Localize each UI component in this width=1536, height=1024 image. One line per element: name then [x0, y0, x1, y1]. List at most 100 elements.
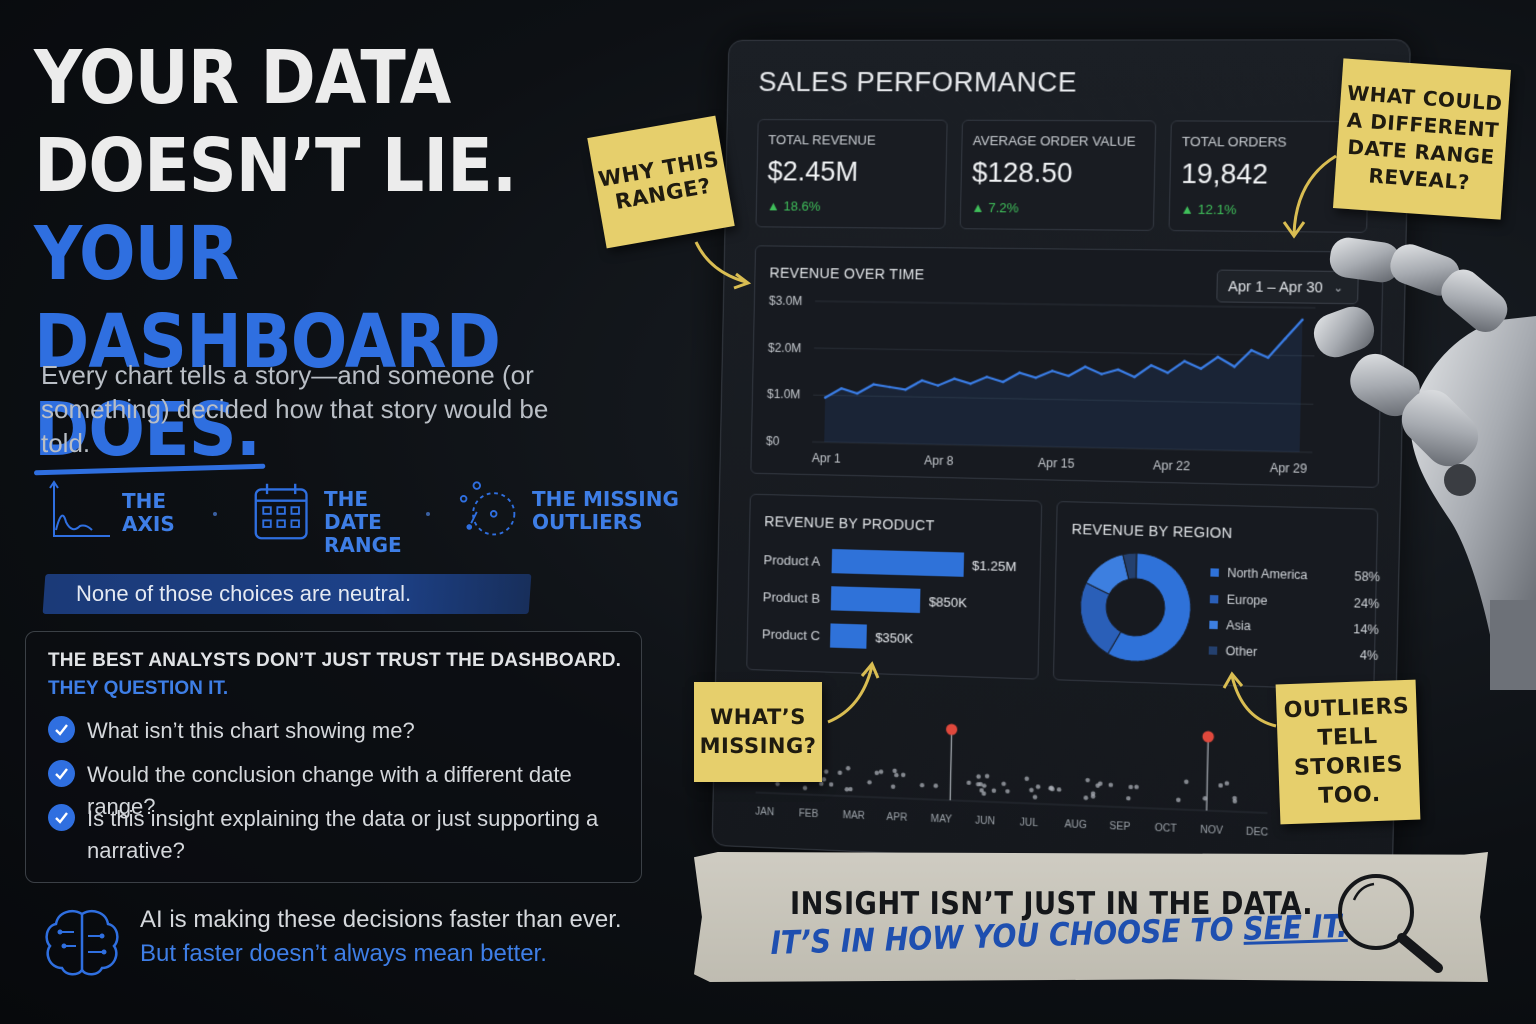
separator-dot	[426, 512, 430, 516]
magnifier-icon	[1330, 870, 1450, 974]
month-label: MAR	[842, 810, 865, 822]
strip-point	[846, 766, 851, 771]
product-label: Product A	[763, 552, 832, 569]
product-label: Product C	[762, 626, 831, 643]
legend-swatch	[1210, 595, 1219, 603]
strip-point	[775, 782, 780, 787]
concept-outliers-label-b: OUTLIERS	[532, 511, 679, 534]
strip-point	[992, 788, 997, 793]
question-item: What isn’t this chart showing me?	[48, 715, 618, 747]
legend-label: Asia	[1226, 618, 1251, 633]
strip-point	[1126, 796, 1131, 801]
concept-date-range-label-c: RANGE	[324, 534, 402, 557]
robot-hand-illustration	[1300, 220, 1536, 690]
strip-point	[920, 783, 925, 788]
outlier-point	[1202, 731, 1214, 743]
revenue-over-time-panel: REVENUE OVER TIME Apr 1 – Apr 30 ⌄ $3.0M…	[750, 245, 1384, 488]
arrow-icon	[1222, 668, 1282, 732]
neutral-statement: None of those choices are neutral.	[76, 581, 411, 607]
kpi-change: ▲ 7.2%	[971, 200, 1019, 216]
product-label: Product B	[763, 589, 832, 606]
headline-line-1: YOUR DATA	[34, 34, 646, 122]
gridline	[815, 301, 1315, 308]
question-text: Is this insight explaining the data or j…	[87, 803, 618, 867]
concept-axis-label: THE AXIS	[122, 490, 175, 536]
month-label: APR	[886, 812, 907, 824]
strip-point	[824, 769, 829, 774]
revenue-by-product-panel: REVENUE BY PRODUCT Product A $1.25M Prod…	[746, 494, 1042, 680]
strip-point	[829, 782, 834, 787]
concept-axis-label-a: THE	[122, 490, 175, 513]
concept-date-range-label-a: THE	[324, 488, 402, 511]
strip-point	[1134, 785, 1139, 790]
outlier-circle-icon	[456, 480, 522, 542]
strip-point	[1001, 781, 1006, 786]
question-box-subtitle: THEY QUESTION IT.	[48, 678, 228, 700]
strip-point	[1036, 784, 1041, 789]
check-icon	[48, 760, 75, 787]
sticky-note-why-range: WHY THIS RANGE?	[587, 116, 734, 249]
region-donut-chart	[1077, 549, 1194, 665]
product-bar-row: Product C $350K	[762, 621, 914, 650]
legend-swatch	[1210, 568, 1219, 576]
strip-point	[901, 773, 906, 778]
product-value: $850K	[929, 594, 968, 610]
kpi-label: TOTAL ORDERS	[1182, 134, 1287, 150]
month-label: DEC	[1246, 827, 1269, 839]
kpi-value: $2.45M	[767, 156, 858, 188]
panel-title: REVENUE BY PRODUCT	[764, 513, 935, 533]
arrow-icon	[690, 236, 760, 296]
product-bar-row: Product B $850K	[762, 584, 967, 614]
legend-swatch	[1209, 646, 1218, 654]
panel-title: REVENUE BY REGION	[1071, 521, 1232, 541]
kpi-value: 19,842	[1181, 158, 1269, 190]
strip-point	[1176, 798, 1181, 803]
x-tick-label: Apr 15	[1038, 456, 1075, 471]
strip-point	[1108, 783, 1113, 788]
kpi-average-order-value: AVERAGE ORDER VALUE $128.50 ▲ 7.2%	[960, 120, 1157, 231]
y-tick-label: $3.0M	[769, 294, 803, 309]
month-label: NOV	[1200, 825, 1223, 837]
strip-point	[1029, 788, 1034, 793]
month-label: SEP	[1109, 821, 1130, 833]
strip-point	[1218, 783, 1223, 788]
strip-point	[1005, 789, 1010, 794]
strip-point	[1184, 779, 1189, 784]
sticky-note-different-range: WHAT COULD A DIFFERENT DATE RANGE REVEAL…	[1333, 58, 1511, 219]
outlier-point	[946, 724, 957, 736]
question-item: Is this insight explaining the data or j…	[48, 803, 618, 867]
ai-note-line-2: But faster doesn’t always mean better.	[140, 940, 547, 968]
strip-point	[894, 773, 899, 778]
concept-axis-label-b: AXIS	[122, 513, 175, 536]
strip-point	[1024, 776, 1029, 781]
product-bar	[832, 549, 965, 577]
strip-point	[845, 787, 850, 792]
strip-point	[891, 784, 896, 789]
strip-baseline	[756, 793, 1268, 814]
strip-point	[933, 784, 938, 789]
dashboard-title: SALES PERFORMANCE	[758, 67, 1077, 99]
month-label: AUG	[1064, 819, 1087, 831]
concept-outliers: THE MISSING OUTLIERS	[456, 480, 679, 542]
strip-point	[879, 770, 884, 775]
revenue-area	[824, 313, 1302, 452]
concept-date-range-label-b: DATE	[324, 511, 402, 534]
strip-point	[1033, 795, 1038, 800]
kpi-value: $128.50	[972, 157, 1073, 189]
headline-line-2: DOESN’T LIE.	[34, 122, 646, 210]
y-tick-label: $0	[766, 434, 780, 448]
y-tick-label: $1.0M	[767, 387, 801, 402]
legend-swatch	[1209, 621, 1218, 629]
ai-note-line-1: AI is making these decisions faster than…	[140, 906, 622, 934]
sticky-note-missing: WHAT’S MISSING?	[694, 682, 822, 782]
strip-point	[1085, 778, 1090, 783]
legend-label: Other	[1225, 644, 1257, 659]
strip-point	[838, 770, 843, 775]
strip-point	[967, 780, 972, 785]
y-tick-label: $2.0M	[768, 340, 802, 355]
kpi-change: ▲ 18.6%	[767, 198, 821, 213]
arrow-icon	[1280, 150, 1350, 242]
sticky-note-outliers: OUTLIERS TELL STORIES TOO.	[1276, 680, 1421, 825]
separator-dot	[213, 512, 217, 516]
kpi-change: ▲ 12.1%	[1180, 201, 1236, 217]
